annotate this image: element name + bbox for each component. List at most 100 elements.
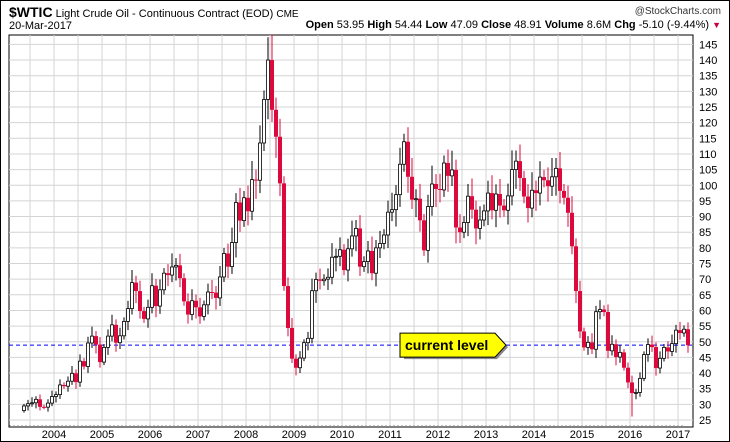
candle [226, 243, 230, 279]
candle-body-up [54, 394, 58, 397]
candle-body-up [306, 337, 310, 344]
candle [86, 336, 90, 373]
x-tick-label: 2016 [618, 429, 642, 441]
candle [634, 389, 638, 400]
exchange: CME [276, 9, 299, 20]
open-value: 53.95 [336, 19, 365, 31]
candle-body-down [434, 183, 438, 190]
candle [394, 185, 398, 227]
candle [374, 239, 378, 287]
y-tick-label: 125 [699, 102, 717, 114]
candle [150, 273, 154, 314]
candle-body-up [510, 169, 514, 197]
y-tick-label: 135 [699, 71, 717, 83]
candle-body-down [74, 373, 78, 383]
candle [290, 318, 294, 364]
candle-body-down [282, 183, 286, 287]
candle [510, 150, 514, 206]
candle-body-up [374, 247, 378, 274]
candle [602, 305, 606, 317]
candle-body-down [614, 344, 618, 358]
x-tick-label: 2013 [474, 429, 498, 441]
candle-body-up [390, 209, 394, 213]
candle [278, 118, 282, 197]
candle [242, 191, 246, 227]
candle-body-down [410, 176, 414, 200]
candle-body-down [470, 196, 474, 210]
candle [578, 280, 582, 339]
candle-body-down [630, 382, 634, 394]
candle [502, 199, 506, 217]
candle-body-up [450, 169, 454, 177]
candle [98, 336, 102, 368]
candle [458, 214, 462, 243]
candle [270, 34, 274, 123]
candle-body-down [534, 190, 538, 194]
candle [70, 366, 74, 385]
candle [366, 240, 370, 274]
y-tick-label: 40 [699, 368, 711, 380]
candle [650, 335, 654, 352]
candle [662, 343, 666, 362]
candle-body-down [498, 194, 502, 206]
x-tick-label: 2009 [282, 429, 306, 441]
candle [138, 280, 142, 319]
candle-body-up [242, 197, 246, 222]
candle-body-up [682, 328, 686, 334]
candle-body-up [90, 335, 94, 344]
candle-body-up [150, 285, 154, 308]
candle-body-down [226, 253, 230, 267]
x-tick-label: 2004 [42, 429, 66, 441]
candle [638, 372, 642, 397]
candle [234, 193, 238, 258]
candle [390, 192, 394, 222]
candle-body-up [298, 357, 302, 369]
close-label: Close [481, 19, 512, 31]
candle-body-up [670, 343, 674, 352]
candle-body-down [370, 250, 374, 274]
candle-body-up [634, 392, 638, 394]
candle-body-down [438, 189, 442, 191]
candle-body-down [294, 358, 298, 368]
candle-body-down [274, 109, 278, 137]
candle-body-up [102, 346, 106, 363]
candle [210, 279, 214, 300]
candle [498, 178, 502, 218]
candle [42, 404, 46, 410]
candle-body-down [134, 282, 138, 292]
candle [494, 184, 498, 228]
candle [362, 256, 366, 272]
y-tick-label: 120 [699, 118, 717, 130]
candle-body-up [646, 344, 650, 355]
candle [30, 397, 34, 407]
candle-body-up [70, 372, 74, 382]
x-tick-label: 2007 [186, 429, 210, 441]
candle [166, 264, 170, 287]
candle [134, 275, 138, 304]
candle [222, 247, 226, 282]
candle [202, 300, 206, 321]
candle [338, 237, 342, 267]
candle [262, 90, 266, 151]
candle [466, 183, 470, 237]
candle-body-down [318, 279, 322, 281]
candle-body-up [506, 195, 510, 211]
candle [478, 206, 482, 240]
candle [162, 268, 166, 295]
candle [62, 382, 66, 389]
candle-body-up [658, 357, 662, 369]
candle-body-up [366, 250, 370, 263]
y-tick-label: 80 [699, 243, 711, 255]
candle-body-down [270, 60, 274, 110]
y-tick-label: 95 [699, 196, 711, 208]
candle [38, 394, 42, 411]
plot-area [8, 34, 694, 428]
candle [686, 322, 690, 353]
candle-body-down [678, 330, 682, 333]
y-tick-label: 85 [699, 227, 711, 239]
candle [250, 160, 254, 221]
candle [518, 144, 522, 192]
candle [426, 194, 430, 263]
candle-body-up [78, 360, 82, 383]
